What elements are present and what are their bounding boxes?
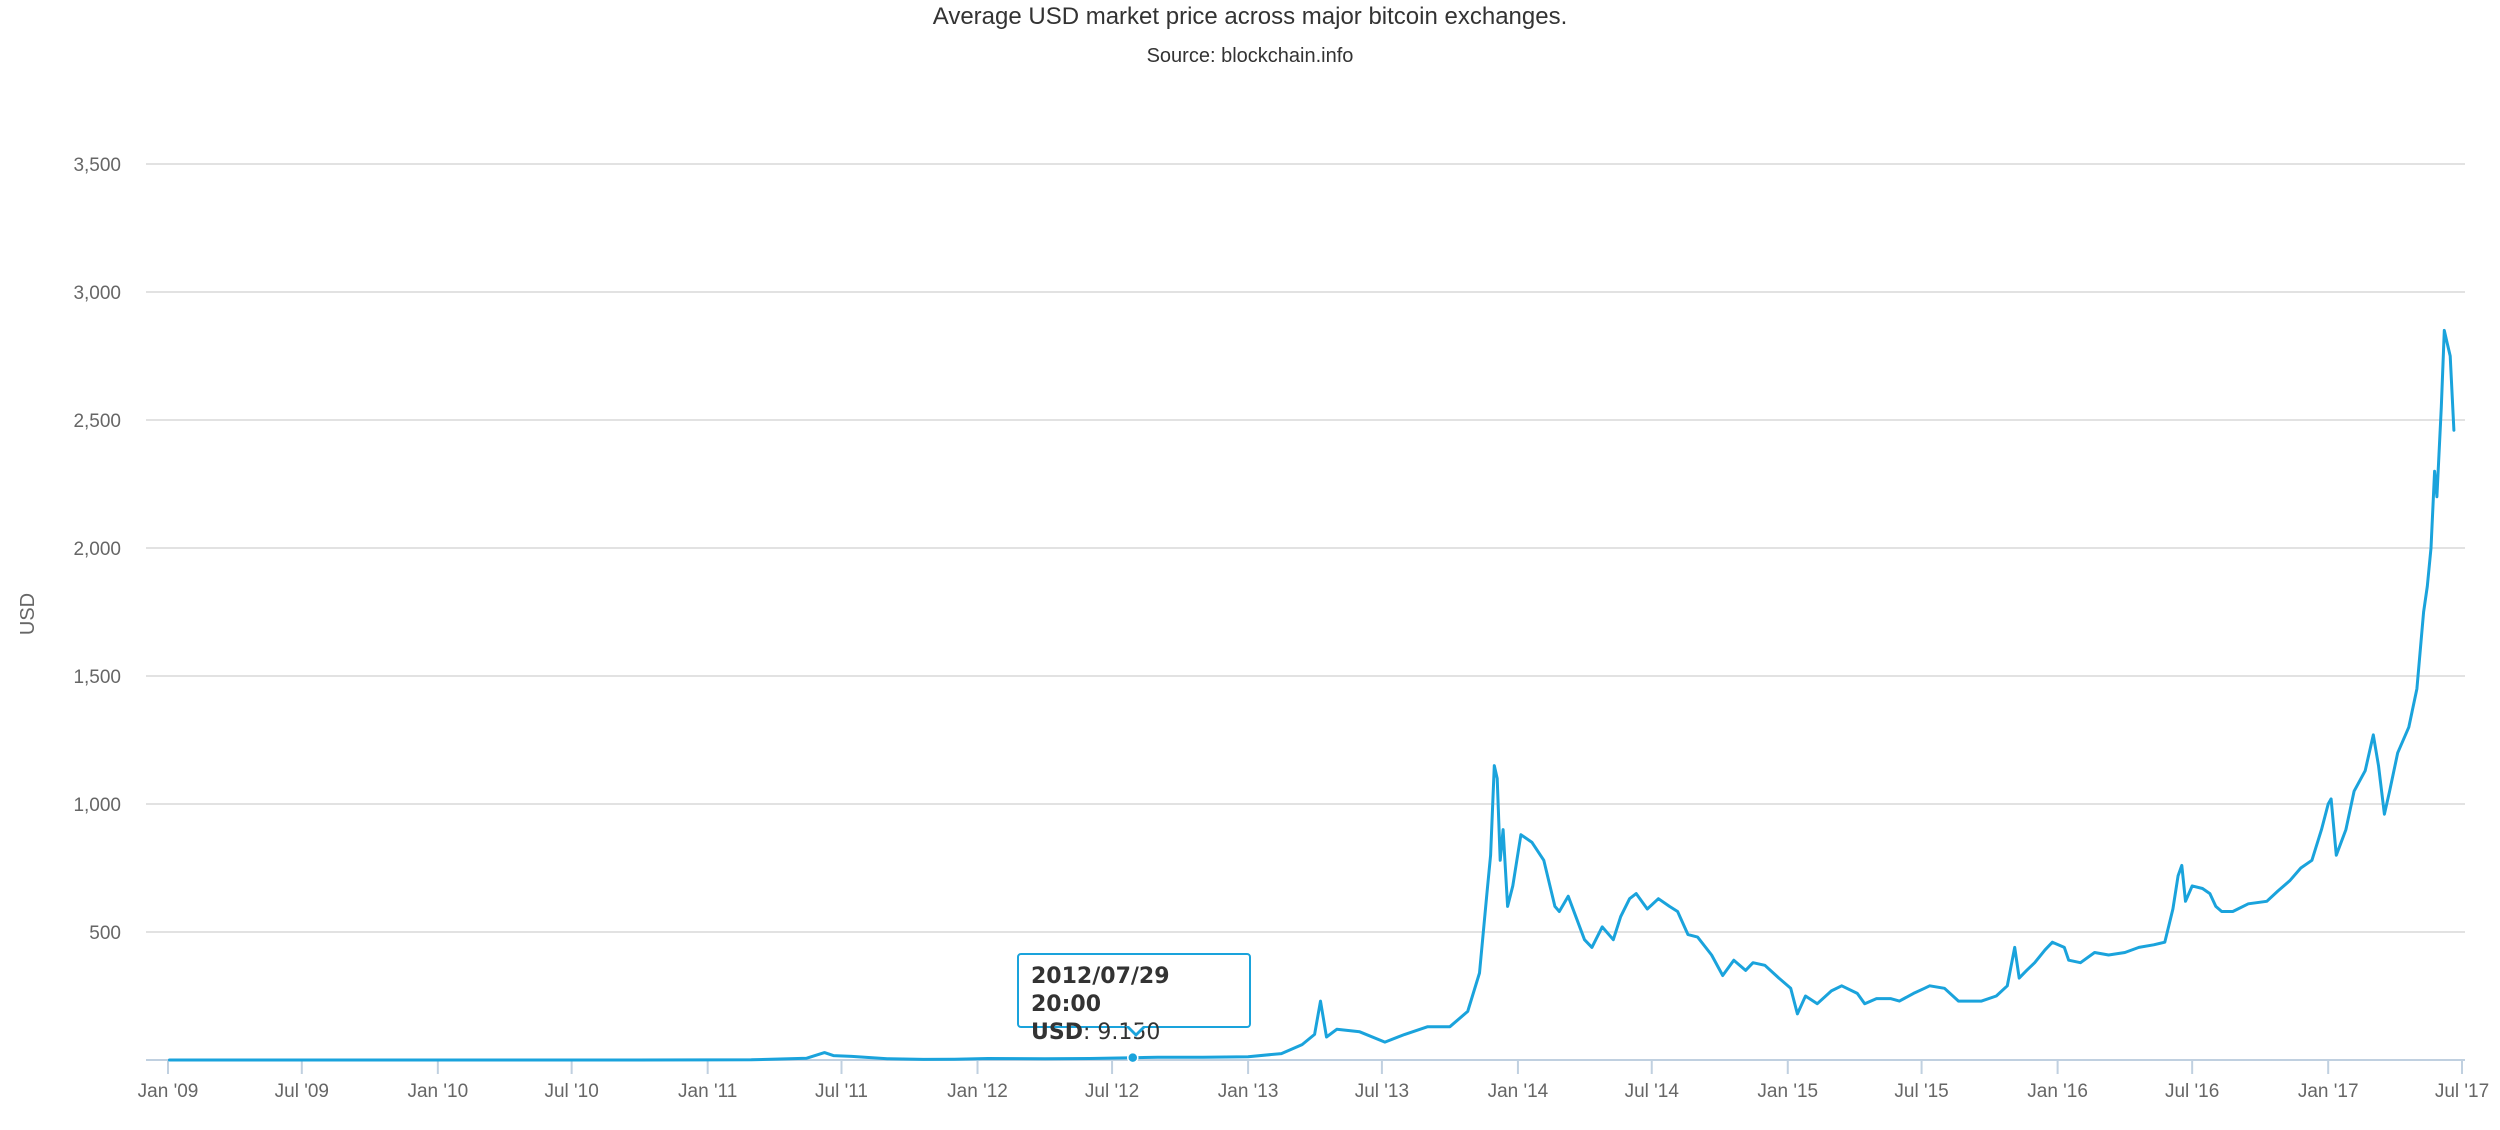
tooltip-marker: [1127, 1051, 1139, 1064]
y-tick-label: 1,500: [73, 667, 121, 688]
x-tick-label: Jul '12: [1085, 1081, 1139, 1102]
x-tick-label: Jul '09: [275, 1081, 329, 1102]
tooltip-series-label: USD: [1031, 1020, 1083, 1045]
chart-title: Average USD market price across major bi…: [933, 3, 1568, 30]
x-tick-label: Jan '09: [138, 1081, 199, 1102]
y-axis-ticks: 500 1,000 1,500 2,000 2,500 3,000 3,500: [73, 155, 121, 944]
gridlines: [146, 163, 2465, 933]
x-tick-label: Jul '10: [544, 1081, 598, 1102]
series-area: [168, 328, 2456, 1062]
x-tick-label: Jul '13: [1355, 1081, 1409, 1102]
x-tick-label: Jan '12: [947, 1081, 1008, 1102]
tooltip: 2012/07/29 20:00 USD: 9.150: [1017, 953, 1251, 1045]
x-tick-label: Jul '17: [2435, 1081, 2489, 1102]
y-axis-title: USD: [17, 593, 39, 635]
x-tick-label: Jul '14: [1625, 1081, 1680, 1102]
x-tick-label: Jan '13: [1218, 1081, 1279, 1102]
y-tick-label: 1,000: [73, 795, 121, 816]
y-tick-label: 500: [89, 923, 121, 944]
y-tick-label: 3,500: [73, 155, 121, 176]
y-tick-label: 3,000: [73, 283, 121, 304]
y-tick-label: 2,000: [73, 539, 121, 560]
tooltip-date: 2012/07/29 20:00: [1031, 964, 1170, 1017]
x-tick-label: Jul '15: [1894, 1081, 1948, 1102]
x-tick-label: Jan '17: [2298, 1081, 2359, 1102]
tooltip-pointer-fill: [1128, 1025, 1144, 1033]
y-tick-label: 2,500: [73, 411, 121, 432]
x-tick-label: Jan '10: [407, 1081, 468, 1102]
x-tick-label: Jul '11: [815, 1081, 868, 1102]
chart-subtitle: Source: blockchain.info: [1147, 45, 1354, 67]
x-tick-label: Jul '16: [2165, 1081, 2219, 1102]
x-axis: Jan '09 Jul '09 Jan '10 Jul '10 Jan '11 Jul '…: [138, 1059, 2489, 1102]
x-tick-label: Jan '11: [678, 1081, 737, 1102]
x-tick-label: Jan '15: [1757, 1081, 1818, 1102]
x-tick-label: Jan '16: [2027, 1081, 2088, 1102]
tooltip-point: [1127, 1051, 1139, 1064]
x-tick-label: Jan '14: [1488, 1081, 1549, 1102]
price-series-line: [168, 328, 2456, 1062]
